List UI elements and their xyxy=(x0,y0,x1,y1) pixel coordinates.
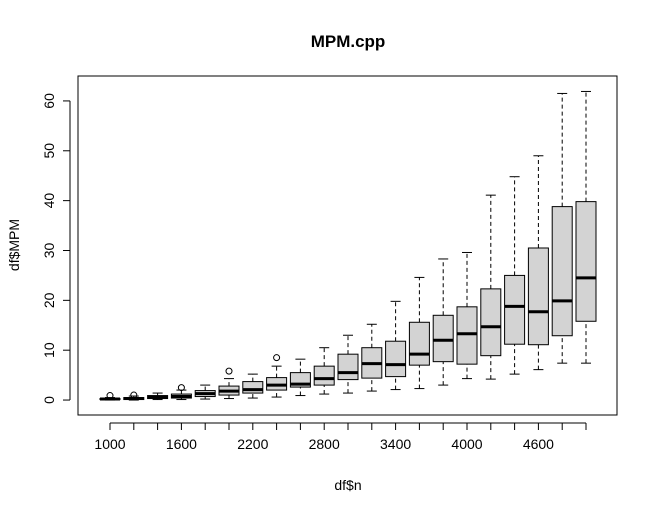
box-1000 xyxy=(99,392,121,401)
box-iqr xyxy=(432,314,454,363)
x-tick-label: 4000 xyxy=(451,436,482,452)
y-axis: 0 10 20 30 40 50 60 xyxy=(41,93,71,404)
plot-frame xyxy=(77,75,618,416)
chart-title: MPM.cpp xyxy=(311,32,386,51)
y-tick-label: 0 xyxy=(41,396,57,404)
x-tick-label: 4600 xyxy=(523,436,554,452)
outlier-point xyxy=(177,384,185,392)
box-3400 xyxy=(385,300,407,391)
box-iqr xyxy=(456,306,478,365)
box-iqr xyxy=(337,353,359,381)
y-tick-label: 30 xyxy=(41,242,57,258)
x-axis-label: df$n xyxy=(334,477,361,493)
box-1200 xyxy=(123,391,145,401)
box-2000 xyxy=(218,367,240,400)
box-4000 xyxy=(456,251,478,380)
box-iqr xyxy=(313,365,335,386)
box-1400 xyxy=(147,392,169,401)
y-axis-label: df$MPM xyxy=(6,219,22,271)
box-5000 xyxy=(575,90,597,364)
x-axis: 1000 1600 2200 2800 3400 4000 4600 xyxy=(94,422,587,452)
y-tick-label: 60 xyxy=(41,93,57,109)
box-iqr xyxy=(527,247,549,346)
x-tick-label: 1600 xyxy=(166,436,197,452)
box-3600 xyxy=(408,276,430,390)
box-4200 xyxy=(480,194,502,380)
outlier-point xyxy=(106,392,114,400)
box-4600 xyxy=(527,155,549,371)
box-2200 xyxy=(242,373,264,399)
box-4400 xyxy=(504,176,526,375)
box-2400 xyxy=(266,354,288,398)
y-tick-label: 20 xyxy=(41,292,57,308)
box-iqr xyxy=(551,206,573,337)
x-tick-label: 3400 xyxy=(380,436,411,452)
box-3000 xyxy=(337,334,359,394)
x-tick-label: 2200 xyxy=(237,436,268,452)
boxplot-boxes xyxy=(99,90,597,401)
box-2600 xyxy=(289,358,311,397)
box-1800 xyxy=(194,384,216,400)
box-3800 xyxy=(432,258,454,386)
outlier-point xyxy=(130,391,138,399)
x-tick-label: 1000 xyxy=(94,436,125,452)
box-iqr xyxy=(575,201,597,322)
x-tick-label: 2800 xyxy=(309,436,340,452)
box-iqr xyxy=(480,288,502,357)
y-tick-label: 50 xyxy=(41,143,57,159)
box-iqr xyxy=(242,381,264,394)
box-4800 xyxy=(551,92,573,364)
box-iqr xyxy=(504,274,526,345)
y-tick-label: 40 xyxy=(41,193,57,209)
box-iqr xyxy=(385,340,407,378)
box-iqr xyxy=(408,321,430,366)
box-2800 xyxy=(313,347,335,395)
box-3200 xyxy=(361,323,383,392)
outlier-point xyxy=(273,354,281,362)
y-tick-label: 10 xyxy=(41,342,57,358)
box-1600 xyxy=(170,384,192,401)
outlier-point xyxy=(225,367,233,375)
